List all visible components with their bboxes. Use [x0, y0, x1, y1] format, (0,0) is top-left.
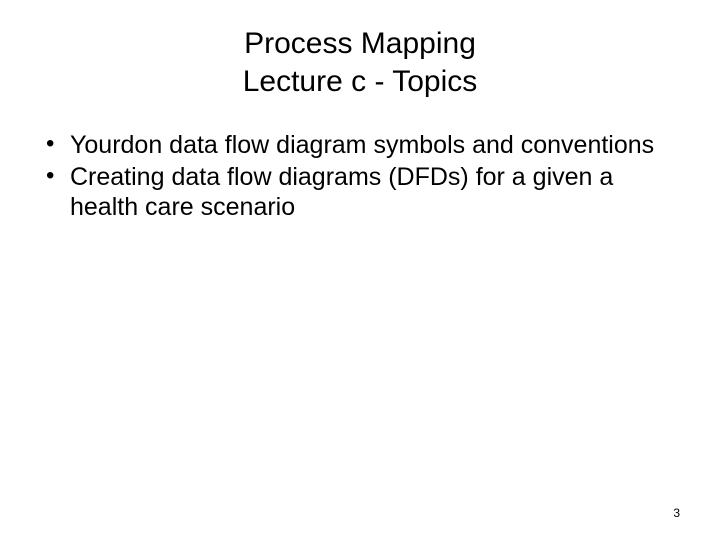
title-line-2: Lecture c - Topics	[40, 63, 680, 101]
list-item: Creating data flow diagrams (DFDs) for a…	[40, 162, 680, 222]
title-block: Process Mapping Lecture c - Topics	[40, 25, 680, 100]
list-item: Yourdon data flow diagram symbols and co…	[40, 130, 680, 160]
title-line-1: Process Mapping	[40, 25, 680, 63]
page-number: 3	[673, 506, 680, 520]
bullet-list: Yourdon data flow diagram symbols and co…	[40, 130, 680, 222]
slide-container: Process Mapping Lecture c - Topics Yourd…	[0, 0, 720, 540]
